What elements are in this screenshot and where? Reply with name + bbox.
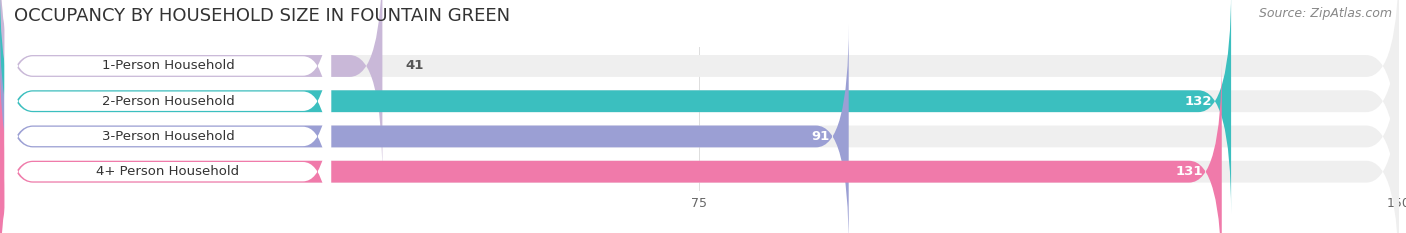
- Text: Source: ZipAtlas.com: Source: ZipAtlas.com: [1258, 7, 1392, 20]
- Text: 131: 131: [1175, 165, 1204, 178]
- Text: 132: 132: [1185, 95, 1212, 108]
- Text: 4+ Person Household: 4+ Person Household: [97, 165, 239, 178]
- FancyBboxPatch shape: [0, 59, 1222, 233]
- Text: OCCUPANCY BY HOUSEHOLD SIZE IN FOUNTAIN GREEN: OCCUPANCY BY HOUSEHOLD SIZE IN FOUNTAIN …: [14, 7, 510, 25]
- FancyBboxPatch shape: [0, 0, 1399, 178]
- FancyBboxPatch shape: [4, 76, 330, 233]
- FancyBboxPatch shape: [4, 5, 330, 197]
- FancyBboxPatch shape: [0, 59, 1399, 233]
- Text: 1-Person Household: 1-Person Household: [101, 59, 235, 72]
- Text: 3-Person Household: 3-Person Household: [101, 130, 235, 143]
- FancyBboxPatch shape: [4, 0, 330, 162]
- Text: 91: 91: [811, 130, 830, 143]
- FancyBboxPatch shape: [0, 24, 1399, 233]
- FancyBboxPatch shape: [0, 0, 1399, 214]
- FancyBboxPatch shape: [0, 24, 849, 233]
- FancyBboxPatch shape: [0, 0, 1232, 214]
- Text: 2-Person Household: 2-Person Household: [101, 95, 235, 108]
- FancyBboxPatch shape: [4, 41, 330, 233]
- Text: 41: 41: [406, 59, 425, 72]
- FancyBboxPatch shape: [0, 0, 382, 178]
